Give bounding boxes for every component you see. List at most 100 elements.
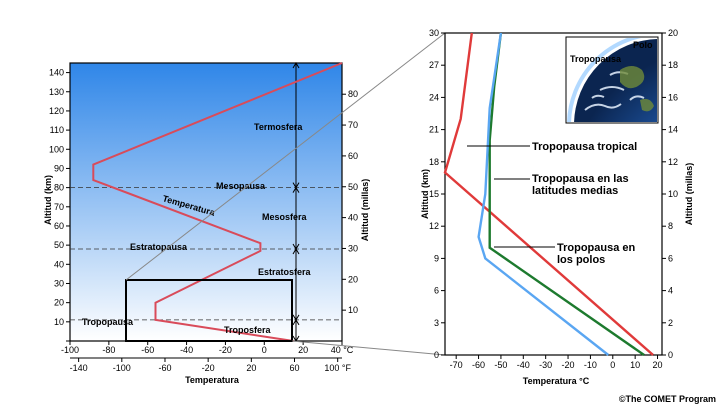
right-ytick-label: 3 xyxy=(434,318,439,328)
right-ytick-label: 15 xyxy=(429,189,439,199)
right-y2tick-label: 16 xyxy=(668,92,678,102)
left-ytick-label: 130 xyxy=(49,87,64,97)
left-ytick-label: 50 xyxy=(54,240,64,250)
left-xtick-label-c: 20 xyxy=(298,345,308,355)
right-y2tick-label: 12 xyxy=(668,157,678,167)
left-xtick-label-f: -140 xyxy=(70,363,88,373)
right-y2tick-label: 2 xyxy=(668,318,673,328)
right-y2label: Altitud (millas) xyxy=(684,163,694,226)
left-ytick-label: 60 xyxy=(54,221,64,231)
right-ytick-label: 30 xyxy=(429,28,439,38)
left-xtick-label-c: 40 °C xyxy=(331,345,354,355)
right-ytick-label: 9 xyxy=(434,253,439,263)
left-xtick-label-c: -60 xyxy=(141,345,154,355)
left-ytick-label: 100 xyxy=(49,144,64,154)
left-y2tick-label: 70 xyxy=(348,120,358,130)
left-ytick-label: 20 xyxy=(54,298,64,308)
left-xtick-label-f: -20 xyxy=(202,363,215,373)
inset-label-polo: Polo xyxy=(633,40,653,50)
callout-mid-latitudes: Tropopausa en las latitudes medias xyxy=(532,173,632,197)
layer-arrowhead-up-1 xyxy=(292,314,300,321)
left-ytick-label: 10 xyxy=(54,317,64,327)
left-ytick-label: 70 xyxy=(54,202,64,212)
left-y2tick-label: 60 xyxy=(348,151,358,161)
left-ytick-label: 110 xyxy=(50,125,64,135)
right-ytick-label: 6 xyxy=(434,286,439,296)
right-y2tick-label: 4 xyxy=(668,286,673,296)
left-xtick-label-f: -60 xyxy=(158,363,171,373)
right-xtick-label: -30 xyxy=(539,360,552,370)
right-y2tick-label: 20 xyxy=(668,28,678,38)
right-ytick-label: 12 xyxy=(429,221,439,231)
left-xtick-label-f: 20 xyxy=(246,363,256,373)
left-y2tick-label: 10 xyxy=(348,305,358,315)
boundary-label-mesopausa: Mesopausa xyxy=(216,181,266,191)
sky-background xyxy=(69,62,343,342)
left-ytick-label: 120 xyxy=(49,106,64,116)
left-y2tick-label: 20 xyxy=(348,274,358,284)
left-xlabel: Temperatura xyxy=(185,375,240,385)
left-y2tick-label: 80 xyxy=(348,89,358,99)
right-xtick-label: -10 xyxy=(584,360,597,370)
left-xtick-label-c: -80 xyxy=(102,345,115,355)
left-ytick-label: 80 xyxy=(54,183,64,193)
left-xtick-label-f: 60 xyxy=(290,363,300,373)
right-ylabel: Altitud (km) xyxy=(420,169,430,219)
right-xtick-label: -70 xyxy=(450,360,463,370)
right-xtick-label: -20 xyxy=(562,360,575,370)
earth-globe xyxy=(574,39,657,122)
layer-arrowhead-up-3 xyxy=(292,182,300,189)
right-xtick-label: 0 xyxy=(610,360,615,370)
right-xtick-label: -60 xyxy=(472,360,485,370)
left-y2tick-label: 50 xyxy=(348,182,358,192)
region-mesosfera: Mesosfera xyxy=(262,212,308,222)
right-xtick-label: 10 xyxy=(630,360,640,370)
right-xtick-label: -40 xyxy=(517,360,530,370)
left-ytick-label: 90 xyxy=(54,163,64,173)
left-xtick-label-c: -20 xyxy=(219,345,232,355)
boundary-label-estratopausa: Estratopausa xyxy=(130,242,188,252)
left-xtick-label-f: 100 °F xyxy=(324,363,351,373)
right-ytick-label: 21 xyxy=(429,125,439,135)
right-ytick-label: 0 xyxy=(434,350,439,360)
left-y2label: Altitud (millas) xyxy=(360,179,370,242)
left-y2tick-label: 40 xyxy=(348,213,358,223)
right-y2tick-label: 0 xyxy=(668,350,673,360)
region-estratosfera: Estratosfera xyxy=(258,267,312,277)
left-ytick-label: 30 xyxy=(54,278,64,288)
layer-arrowhead-up-2 xyxy=(292,243,300,250)
left-xtick-label-c: 0 xyxy=(262,345,267,355)
right-xtick-label: 20 xyxy=(653,360,663,370)
callout-poles: Tropopausa en los polos xyxy=(557,242,638,266)
left-xtick-label-c: -40 xyxy=(180,345,193,355)
right-y2tick-label: 14 xyxy=(668,125,678,135)
polar-curve xyxy=(477,32,610,356)
region-termosfera: Termosfera xyxy=(254,122,303,132)
boundary-label-tropopausa: Tropopausa xyxy=(82,317,134,327)
credit: ©The COMET Program xyxy=(619,394,716,404)
land-mass xyxy=(620,66,654,112)
left-y2tick-label: 30 xyxy=(348,243,358,253)
zoom-connector-top xyxy=(125,32,446,281)
left-ytick-label: 140 xyxy=(49,68,64,78)
zoom-connector-bottom xyxy=(291,340,446,356)
left-ytick-label: 40 xyxy=(54,259,64,269)
left-xtick-label-c: -100 xyxy=(61,345,79,355)
layer-arrowhead-4 xyxy=(292,62,300,69)
right-y2tick-label: 10 xyxy=(668,189,678,199)
right-xlabel: Temperatura °C xyxy=(523,376,590,386)
inset-label-tropopausa: Tropopausa xyxy=(570,54,622,64)
tropical-curve xyxy=(443,32,654,356)
right-ytick-label: 18 xyxy=(429,157,439,167)
region-troposfera: Troposfera xyxy=(224,325,272,335)
left-ylabel: Altitud (km) xyxy=(43,175,53,225)
left-xtick-label-f: -100 xyxy=(113,363,131,373)
cloud-streaks xyxy=(584,71,645,111)
right-ytick-label: 27 xyxy=(429,60,439,70)
right-y2tick-label: 18 xyxy=(668,60,678,70)
callout-tropical: Tropopausa tropical xyxy=(532,141,637,153)
left-chart: 10 20 30 40 50 60 70 80 90 100 110 120 130 140 10 20 30 4… xyxy=(43,62,370,385)
right-ytick-label: 24 xyxy=(429,92,439,102)
